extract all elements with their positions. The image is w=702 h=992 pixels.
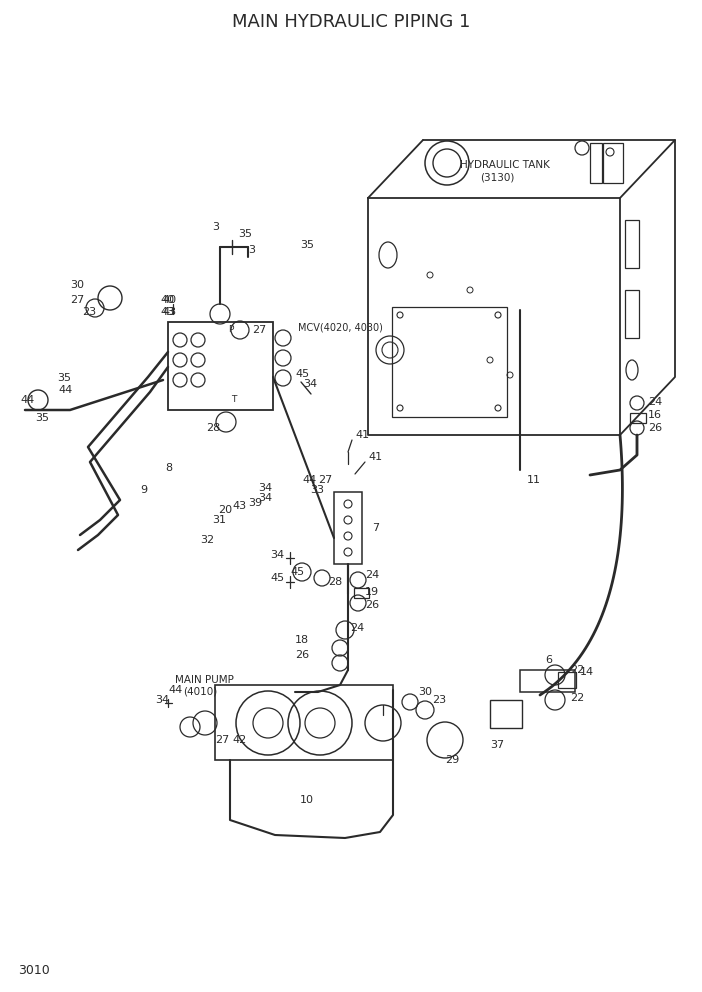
Text: 3: 3 — [212, 222, 219, 232]
Text: 41: 41 — [355, 430, 369, 440]
Text: 24: 24 — [648, 397, 662, 407]
Text: 27: 27 — [215, 735, 230, 745]
Text: 34: 34 — [258, 483, 272, 493]
Bar — [625, 290, 639, 338]
Text: 7: 7 — [372, 523, 379, 533]
Text: 3010: 3010 — [18, 963, 50, 976]
Bar — [603, 143, 623, 183]
Text: 35: 35 — [35, 413, 49, 423]
Text: 6: 6 — [545, 655, 552, 665]
Text: 26: 26 — [295, 650, 309, 660]
Text: 34: 34 — [155, 695, 169, 705]
Bar — [168, 322, 273, 410]
Text: 44: 44 — [302, 475, 316, 485]
Text: 35: 35 — [238, 229, 252, 239]
Text: 27: 27 — [318, 475, 332, 485]
Text: 11: 11 — [527, 475, 541, 485]
Text: 31: 31 — [212, 515, 226, 525]
Bar — [590, 143, 602, 183]
Text: 22: 22 — [570, 665, 584, 675]
Text: 34: 34 — [270, 550, 284, 560]
Text: 22: 22 — [570, 693, 584, 703]
Text: 28: 28 — [328, 577, 343, 587]
Bar — [625, 220, 639, 268]
Text: (4010): (4010) — [183, 687, 217, 697]
Text: 34: 34 — [303, 379, 317, 389]
Text: P: P — [228, 325, 233, 334]
Text: 45: 45 — [270, 573, 284, 583]
Text: 18: 18 — [295, 635, 309, 645]
Text: 45: 45 — [295, 369, 309, 379]
Text: 29: 29 — [445, 755, 459, 765]
Text: 35: 35 — [300, 240, 314, 250]
Bar — [520, 670, 575, 692]
Text: 27: 27 — [252, 325, 266, 335]
Text: MAIN HYDRAULIC PIPING 1: MAIN HYDRAULIC PIPING 1 — [232, 13, 470, 31]
Text: 30: 30 — [418, 687, 432, 697]
Text: 14: 14 — [580, 667, 594, 677]
Text: 40: 40 — [162, 295, 176, 305]
Text: 34: 34 — [258, 493, 272, 503]
Text: 32: 32 — [200, 535, 214, 545]
Text: 44: 44 — [20, 395, 34, 405]
Bar — [490, 700, 522, 728]
Text: 44: 44 — [168, 685, 183, 695]
Text: 41: 41 — [368, 452, 382, 462]
Text: 40: 40 — [160, 295, 174, 305]
Text: (3130): (3130) — [480, 173, 515, 183]
Text: 33: 33 — [310, 485, 324, 495]
Text: 26: 26 — [365, 600, 379, 610]
Text: 23: 23 — [82, 307, 96, 317]
Bar — [392, 307, 507, 417]
Text: 20: 20 — [218, 505, 232, 515]
Bar — [215, 685, 393, 760]
Text: 23: 23 — [432, 695, 446, 705]
Text: 3: 3 — [248, 245, 255, 255]
Text: MAIN PUMP: MAIN PUMP — [175, 675, 234, 685]
Text: MCV(4020, 4030): MCV(4020, 4030) — [298, 322, 383, 332]
Text: 45: 45 — [290, 567, 304, 577]
Text: 28: 28 — [206, 423, 220, 433]
Text: 43: 43 — [162, 307, 176, 317]
Text: 19: 19 — [365, 587, 379, 597]
Text: 39: 39 — [248, 498, 262, 508]
Text: 35: 35 — [57, 373, 71, 383]
Text: 43: 43 — [160, 307, 174, 317]
Bar — [334, 492, 362, 564]
Text: 30: 30 — [70, 280, 84, 290]
Text: 24: 24 — [365, 570, 379, 580]
Text: 8: 8 — [165, 463, 172, 473]
Bar — [558, 672, 576, 688]
Text: T: T — [231, 396, 237, 405]
Text: 26: 26 — [648, 423, 662, 433]
Text: 24: 24 — [350, 623, 364, 633]
Bar — [354, 588, 369, 598]
Text: 9: 9 — [140, 485, 147, 495]
Bar — [630, 413, 646, 423]
Text: 27: 27 — [70, 295, 84, 305]
Text: 16: 16 — [648, 410, 662, 420]
Text: 43: 43 — [232, 501, 246, 511]
Text: HYDRAULIC TANK: HYDRAULIC TANK — [460, 160, 550, 170]
Text: 10: 10 — [300, 795, 314, 805]
Text: 44: 44 — [58, 385, 72, 395]
Text: 37: 37 — [490, 740, 504, 750]
Text: 42: 42 — [232, 735, 246, 745]
